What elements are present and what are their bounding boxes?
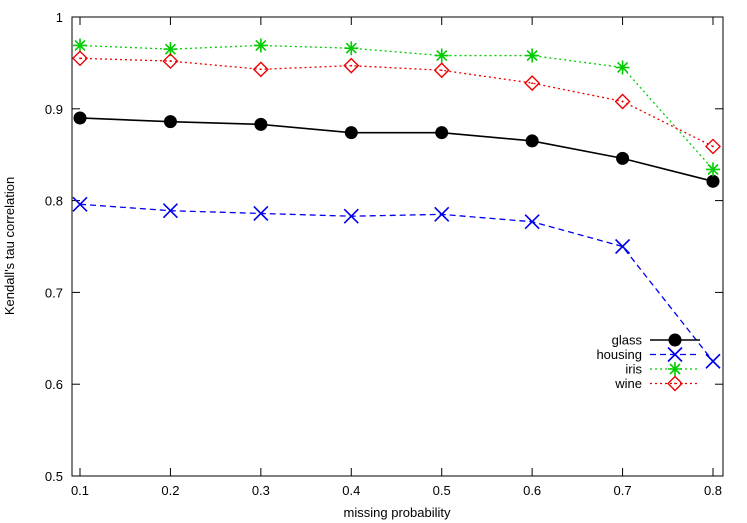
data-point-housing <box>705 353 721 369</box>
data-point-glass <box>254 117 268 131</box>
x-tick-label: 0.6 <box>523 483 541 498</box>
y-tick-label: 0.5 <box>45 469 63 484</box>
data-point-housing <box>343 208 359 224</box>
data-point-wine <box>343 57 360 74</box>
data-point-wine-center <box>169 60 172 62</box>
data-point-iris <box>163 42 178 57</box>
legend-label-wine: wine <box>614 376 642 391</box>
x-tick-label: 0.8 <box>704 483 722 498</box>
data-point-iris <box>706 162 720 177</box>
x-tick-label: 0.5 <box>433 483 451 498</box>
data-point-wine-center <box>531 82 534 84</box>
series-iris <box>73 38 720 177</box>
data-point-housing <box>162 203 178 219</box>
data-point-housing <box>615 238 631 255</box>
data-point-housing <box>434 206 450 222</box>
y-axis-label: Kendall's tau correlation <box>2 177 17 315</box>
data-point-wine <box>614 93 631 110</box>
data-point-glass <box>525 134 539 148</box>
legend-label-housing: housing <box>596 347 642 362</box>
legend-marker-wine <box>667 375 683 392</box>
series-layer <box>72 38 721 369</box>
series-housing <box>72 196 721 369</box>
data-point-wine-center <box>621 100 624 103</box>
data-point-glass <box>73 111 87 125</box>
data-point-glass <box>706 174 720 188</box>
y-tick-label: 0.9 <box>45 102 63 117</box>
y-tick-label: 0.8 <box>45 194 63 209</box>
data-point-glass <box>344 126 358 140</box>
x-tick-label: 0.3 <box>252 483 270 498</box>
data-point-iris <box>615 60 630 75</box>
series-line-glass <box>79 117 714 183</box>
legend-marker-wine-center <box>674 382 676 385</box>
data-point-glass <box>163 115 177 129</box>
axis-ticks <box>72 16 723 477</box>
x-axis-label: missing probability <box>344 505 451 520</box>
y-tick-label: 0.7 <box>45 285 63 300</box>
data-point-wine-center <box>440 69 443 72</box>
series-glass <box>73 111 720 188</box>
series-line-iris <box>79 44 714 170</box>
x-tick-label: 0.1 <box>71 483 89 498</box>
data-point-wine-center <box>259 68 262 71</box>
data-point-wine <box>433 62 450 79</box>
tick-labels: 0.1 0.2 0.3 0.4 0.5 0.6 0.7 0.8 0.5 0.6 0.7 0.8 0.9 1 <box>45 10 722 498</box>
data-point-iris <box>434 48 449 63</box>
data-point-housing <box>72 196 88 212</box>
data-point-glass <box>435 126 449 140</box>
data-point-iris <box>525 48 540 63</box>
plot-frame <box>71 16 724 477</box>
data-point-wine-center <box>712 145 714 148</box>
y-tick-label: 0.6 <box>45 377 63 392</box>
data-point-wine <box>705 138 721 155</box>
data-point-wine-center <box>79 57 81 60</box>
legend-marker-housing <box>667 346 683 363</box>
legend-label-glass: glass <box>612 333 643 348</box>
data-point-iris <box>344 41 359 56</box>
data-point-iris <box>253 38 268 53</box>
data-point-housing <box>253 205 269 222</box>
x-tick-label: 0.2 <box>161 483 179 498</box>
legend-marker-glass <box>668 333 682 347</box>
x-tick-label: 0.4 <box>342 483 360 498</box>
legend-marker-iris <box>668 362 682 376</box>
series-wine <box>72 50 721 155</box>
legend-label-iris: iris <box>625 362 642 377</box>
data-point-wine <box>524 75 541 92</box>
x-tick-label: 0.7 <box>614 483 632 498</box>
data-point-iris <box>73 38 87 53</box>
data-point-wine <box>162 53 179 70</box>
data-point-wine-center <box>350 64 353 67</box>
series-line-housing <box>79 203 714 362</box>
series-line-wine <box>79 57 714 148</box>
data-point-glass <box>616 151 630 165</box>
data-point-housing <box>524 214 540 230</box>
data-point-wine <box>252 61 269 78</box>
data-point-wine <box>72 50 88 67</box>
y-tick-label: 1 <box>56 10 63 25</box>
